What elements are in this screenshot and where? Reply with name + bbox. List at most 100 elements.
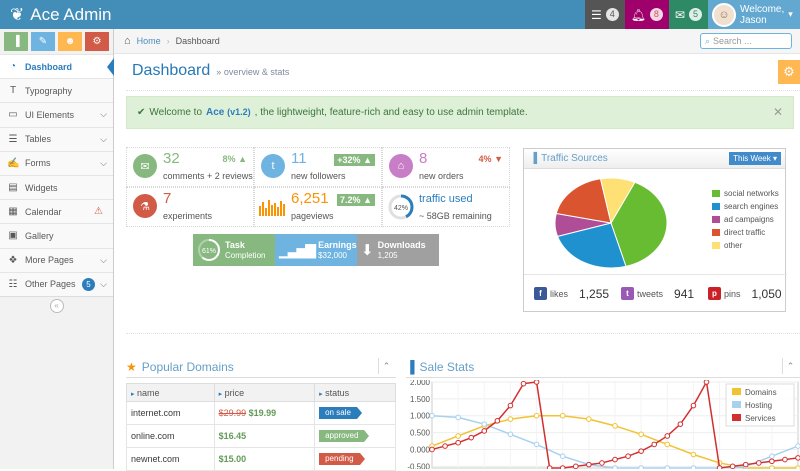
- pie-slice-search-engines: [556, 222, 627, 269]
- settings-button[interactable]: ⚙: [778, 60, 800, 84]
- envelope-icon: ✉: [674, 7, 685, 22]
- pencil-icon[interactable]: ✎: [31, 32, 55, 51]
- brand-name: Ace Admin: [30, 5, 112, 24]
- legend-label: ad campaigns: [724, 215, 774, 224]
- section-divider: [126, 333, 800, 334]
- downloads-button[interactable]: ⬇ Downloads 1,205: [357, 234, 439, 266]
- sidebar-item-more-pages[interactable]: ❖ More Pages ⌵: [0, 247, 113, 272]
- sidebar-item-forms[interactable]: ✍ Forms ⌵: [0, 150, 113, 175]
- data-point: [586, 416, 592, 422]
- data-point: [559, 465, 566, 469]
- stat-value: 7.2%: [340, 195, 361, 205]
- price-value: $19.99: [248, 408, 277, 418]
- sidebar-item-dashboard[interactable]: ◔ Dashboard: [0, 54, 114, 79]
- bell-icon: 🔔︎: [630, 7, 646, 22]
- data-point: [638, 448, 644, 454]
- domain-status: approved: [314, 424, 396, 448]
- column-label: name: [137, 387, 160, 398]
- sidebar-item-gallery[interactable]: ▣ Gallery: [0, 223, 113, 248]
- notifications-menu[interactable]: 🔔︎ 8: [624, 0, 669, 29]
- data-point: [559, 453, 566, 459]
- notifications-badge: 8: [649, 8, 663, 21]
- pie-slice-other: [599, 177, 636, 225]
- price-value: $16.45: [218, 431, 247, 441]
- sidebar-badge: 5: [82, 277, 95, 291]
- data-point: [638, 465, 644, 469]
- status-label: approved: [325, 431, 359, 440]
- user-name: Jason: [740, 14, 767, 26]
- user-menu[interactable]: ☺ Welcome, Jason ▾: [708, 0, 800, 29]
- infobox-orders: ⌂ 8 new orders 4% ▼: [382, 147, 510, 187]
- download-icon: ⬇: [361, 242, 374, 259]
- users-icon[interactable]: ☻: [58, 32, 82, 51]
- sidebar-nav: ◔ Dashboard T Typography ▭ UI Elements ⌵ ☰ Ta…: [0, 54, 114, 296]
- sidebar-item-ui-elements[interactable]: ▭ UI Elements ⌵: [0, 102, 113, 127]
- domain-status: on sale: [314, 401, 396, 425]
- data-point: [612, 465, 618, 469]
- earnings-button[interactable]: ▁▃▅▇ Earnings $32,000: [275, 234, 357, 266]
- legend-item: social networks: [712, 187, 779, 200]
- chevron-up-icon[interactable]: ⌃: [378, 358, 394, 374]
- y-tick-label: 0.500: [410, 429, 431, 438]
- tasks-menu[interactable]: ☰ 4: [584, 0, 625, 29]
- progress-ring-label: 42%: [394, 205, 408, 212]
- pinterest-icon: p: [708, 287, 721, 300]
- sidebar-item-tables[interactable]: ☰ Tables ⌵: [0, 126, 113, 151]
- domain-name: online.com: [126, 424, 215, 448]
- brand[interactable]: ❦ Ace Admin: [10, 5, 112, 25]
- signal-icon[interactable]: ▐: [4, 32, 28, 51]
- pie-legend: social networks search engines ad campai…: [712, 187, 779, 252]
- legend-label: Services: [745, 414, 776, 423]
- gear-icon: ⚙: [783, 64, 795, 79]
- welcome-alert: ✔ Welcome to Ace (v1.2) , the lightweigh…: [126, 96, 794, 129]
- data-point: [494, 417, 501, 424]
- data-point: [455, 433, 461, 439]
- search-input[interactable]: ⌕ Search ...: [700, 33, 792, 49]
- column-header[interactable]: ▸ price: [213, 383, 316, 402]
- chevron-down-icon: ⌵: [100, 254, 107, 265]
- status-badge: on sale: [319, 407, 362, 419]
- widget-title: Traffic Sources: [541, 153, 608, 164]
- welcome-label: Welcome,: [740, 3, 785, 15]
- column-header[interactable]: ▸ status: [314, 383, 396, 402]
- chevron-up-icon[interactable]: ⌃: [782, 358, 798, 374]
- data-point: [742, 461, 749, 468]
- leaf-icon: ❦: [10, 5, 25, 24]
- sidebar-item-typography[interactable]: T Typography: [0, 78, 113, 103]
- file-icon: ☷: [8, 278, 18, 290]
- range-dropdown[interactable]: This Week ▾: [729, 152, 781, 165]
- twitter-icon: t: [261, 154, 285, 178]
- sidebar-item-widgets[interactable]: ▤ Widgets: [0, 174, 113, 200]
- chevron-down-icon: ⌵: [100, 109, 107, 120]
- legend-swatch: [712, 216, 720, 223]
- data-point: [625, 453, 631, 459]
- cogs-icon[interactable]: ⚙: [85, 32, 109, 51]
- infobox-number: 32: [163, 150, 180, 167]
- social-name: likes: [550, 288, 569, 299]
- domain-price: $16.45: [213, 424, 316, 448]
- data-point: [690, 465, 697, 469]
- table-row: internet.com $29.99 $19.99 on sale: [126, 401, 396, 425]
- task-completion-button[interactable]: 61% Task Completion: [193, 234, 275, 266]
- close-icon[interactable]: ✕: [772, 105, 783, 119]
- sidebar-collapse[interactable]: «: [0, 295, 113, 316]
- data-point: [677, 421, 684, 427]
- traffic-sources-widget: ▐ Traffic Sources This Week ▾ social net…: [523, 148, 787, 312]
- messages-menu[interactable]: ✉ 5: [668, 0, 708, 29]
- pie-slice-social-networks: [610, 181, 668, 267]
- social-name: pins: [724, 288, 741, 299]
- infobox-followers: t 11 new followers +32% ▲: [254, 147, 382, 187]
- infobox-number: 6,251: [291, 190, 329, 207]
- table-row: online.com $16.45 approved: [126, 424, 396, 448]
- column-header[interactable]: ▸ name: [126, 383, 215, 402]
- stat-value: 8%: [222, 154, 236, 164]
- domain-name: internet.com: [126, 401, 215, 425]
- data-point: [559, 412, 566, 419]
- caret-down-icon: ▾: [788, 9, 793, 19]
- price-value: $15.00: [218, 454, 247, 464]
- breadcrumb-home[interactable]: Home: [136, 36, 161, 46]
- sidebar-item-calendar[interactable]: ▦ Calendar ⚠: [0, 199, 113, 224]
- caret-down-icon: ▾: [772, 154, 777, 163]
- infobox-traffic: 42% traffic used ~ 58GB remaining: [382, 187, 510, 227]
- sidebar-item-other-pages[interactable]: ☷ Other Pages 5 ⌵: [0, 271, 113, 296]
